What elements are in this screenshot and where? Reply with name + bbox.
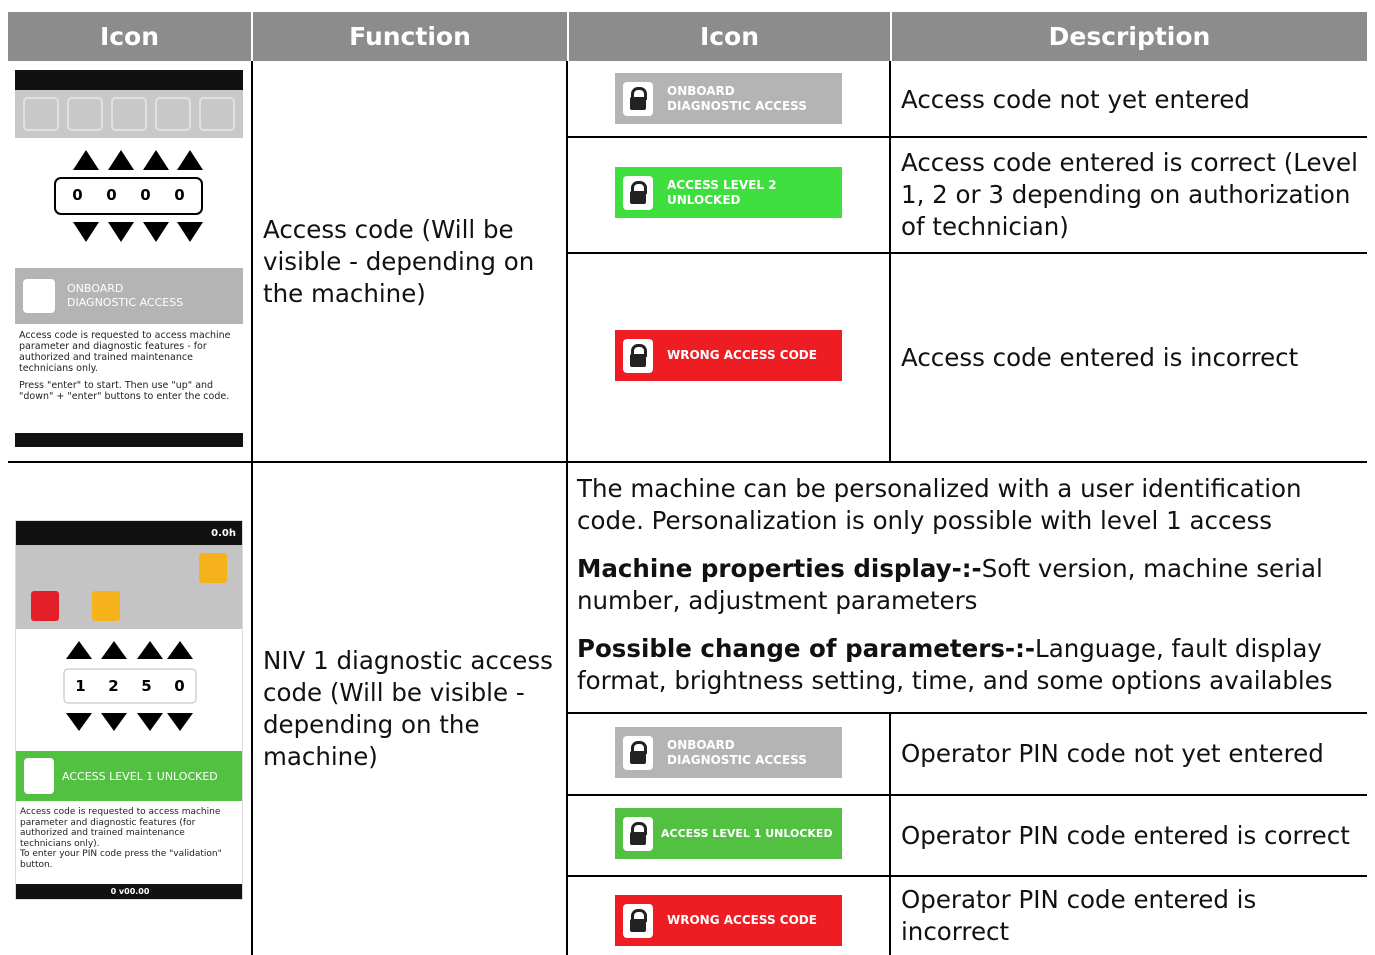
badge-line: DIAGNOSTIC ACCESS	[667, 98, 807, 113]
screen-banner: ACCESS LEVEL 1 UNLOCKED	[16, 751, 242, 801]
paragraph-label: Possible change of parameters-:-	[577, 634, 1036, 663]
badge-line: ONBOARD	[667, 737, 735, 752]
header-divider	[251, 12, 253, 61]
header-divider	[890, 12, 892, 61]
description-cell: Operator PIN code entered is correct	[901, 820, 1350, 850]
function-cell: Access code (Will be visible - depending…	[263, 215, 535, 308]
screen-text: Press "enter" to start. Then use "up" an…	[19, 380, 230, 402]
header-cell: Function	[253, 12, 567, 61]
description-cell: Operator PIN code not yet entered	[901, 739, 1324, 768]
screen-text: Access code is requested to access machi…	[19, 330, 231, 374]
grid-line	[567, 875, 1367, 877]
banner-line: DIAGNOSTIC ACCESS	[67, 296, 184, 309]
grid-line	[567, 136, 1367, 138]
status-badge: WRONG ACCESS CODE	[615, 895, 842, 946]
hour-counter: 0.0h	[211, 527, 236, 539]
header-divider	[567, 12, 569, 61]
screen-image: 0.0h 1 2 5 0 ACCESS LEVEL 1 UNLOCKED Access…	[15, 520, 243, 900]
description-cell: Access code not yet entered	[901, 84, 1250, 114]
grid-line	[889, 61, 891, 462]
paragraph-text: Language, fault display format, brightne…	[577, 634, 1333, 695]
icon-grid	[16, 545, 242, 629]
digit: 5	[141, 677, 152, 695]
digit: 1	[75, 677, 86, 695]
badge-line: DIAGNOSTIC ACCESS	[667, 752, 807, 767]
function-cell: NIV 1 diagnostic access code (Will be vi…	[263, 646, 553, 771]
digit: 0	[72, 186, 83, 204]
digit: 0	[174, 186, 185, 204]
description-block: The machine can be personalized with a u…	[577, 473, 1365, 713]
digit: 0	[106, 186, 117, 204]
badge-line: ONBOARD	[667, 83, 735, 98]
header-cell: Icon	[569, 12, 890, 61]
paragraph-label: Machine properties display-:-	[577, 554, 982, 583]
grid-line	[567, 252, 1367, 254]
digit-row: 0 0 0 0	[55, 180, 202, 210]
grid-line	[566, 61, 568, 955]
paragraph-text: Soft version, machine serial number, adj…	[577, 554, 1323, 615]
grid-line	[251, 61, 253, 955]
status-badge: WRONG ACCESS CODE	[615, 330, 842, 381]
screen-top-bar	[15, 70, 243, 90]
code-selector	[63, 641, 197, 731]
digit: 0	[174, 677, 185, 695]
screen-top-bar: 0.0h	[16, 521, 242, 545]
icon-row	[15, 90, 243, 138]
badge-line: ACCESS LEVEL 1 UNLOCKED	[661, 827, 833, 840]
grid-line	[889, 713, 891, 955]
digit-row: 1 2 5 0	[64, 671, 196, 701]
grid-line	[567, 794, 1367, 796]
code-selector	[54, 150, 203, 242]
description-cell: Operator PIN code entered is incorrect	[901, 885, 1257, 946]
version-label: 0 v00.00	[110, 887, 150, 896]
badge-line: UNLOCKED	[667, 192, 741, 207]
digit: 0	[140, 186, 151, 204]
status-badge: ACCESS LEVEL 2 UNLOCKED	[615, 167, 842, 218]
grid-line	[8, 461, 1367, 463]
screen-text: To enter your PIN code press the "valida…	[20, 849, 222, 870]
banner-line: ONBOARD	[67, 282, 124, 295]
status-badge: ONBOARD DIAGNOSTIC ACCESS	[615, 73, 842, 124]
paragraph: Possible change of parameters-:-Language…	[577, 633, 1365, 697]
header-cell: Description	[892, 12, 1367, 61]
screen-banner: ONBOARD DIAGNOSTIC ACCESS	[15, 268, 243, 324]
badge-line: WRONG ACCESS CODE	[667, 913, 817, 927]
screen-footer: 0 v00.00	[16, 884, 242, 899]
badge-line: WRONG ACCESS CODE	[667, 348, 817, 362]
banner-line: ACCESS LEVEL 1 UNLOCKED	[62, 769, 218, 783]
screen-footer	[15, 433, 243, 447]
badge-line: ACCESS LEVEL 2	[667, 177, 777, 192]
header-cell: Icon	[8, 12, 251, 61]
grid-line	[567, 712, 1367, 714]
paragraph: The machine can be personalized with a u…	[577, 474, 1302, 535]
screen-image: 0 0 0 0 ONBOARD DIAGNOSTIC ACCESS Access cod…	[15, 70, 243, 447]
paragraph: Machine properties display-:-Soft versio…	[577, 553, 1365, 617]
screen-text: Access code is requested to access machi…	[20, 807, 221, 849]
description-cell: Access code entered is incorrect	[901, 342, 1299, 372]
description-cell: Access code entered is correct (Level 1,…	[901, 148, 1358, 241]
status-badge: ONBOARD DIAGNOSTIC ACCESS	[615, 727, 842, 778]
digit: 2	[108, 677, 119, 695]
status-badge: ACCESS LEVEL 1 UNLOCKED	[615, 808, 842, 859]
